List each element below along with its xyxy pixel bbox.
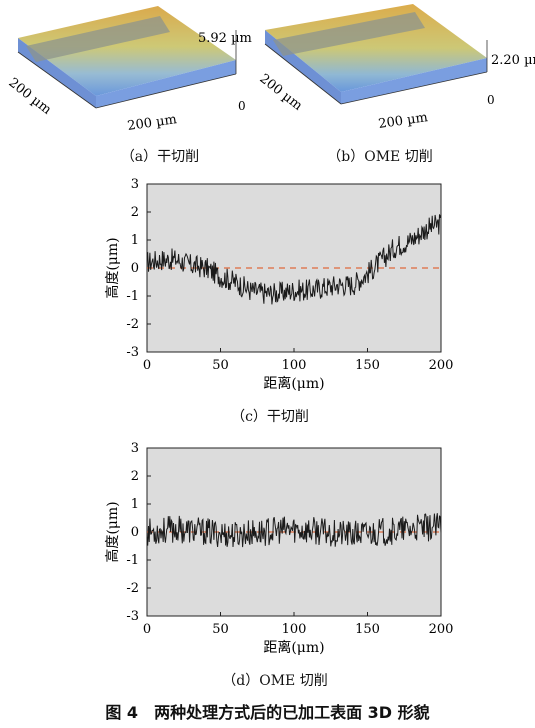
surface-3d-dry: 5.92 µm 0 200 µm 200 µm bbox=[6, 6, 252, 134]
y-tick-label: 1 bbox=[131, 497, 139, 512]
y-tick-label: -1 bbox=[126, 289, 139, 304]
profile-trace bbox=[146, 513, 442, 548]
caption-b: （b）OME 切削 bbox=[327, 149, 433, 165]
y-tick-label: 2 bbox=[131, 469, 139, 484]
surface-top-b bbox=[265, 4, 487, 92]
y-tick-label: 3 bbox=[131, 441, 139, 456]
figure-title: 图 4 两种处理方式后的已加工表面 3D 形貌 bbox=[105, 703, 430, 722]
caption-c: （c）干切削 bbox=[231, 409, 309, 425]
y-axis-label: 高度(μm) bbox=[104, 237, 121, 298]
surface-top-a bbox=[18, 6, 236, 96]
surface-side-right-b bbox=[341, 58, 487, 104]
y-axis-label: 高度(μm) bbox=[104, 501, 121, 562]
x-tick-label: 100 bbox=[282, 622, 307, 637]
axis-zero-b: 0 bbox=[487, 93, 495, 107]
x-tick-label: 50 bbox=[212, 622, 229, 637]
x-axis-label: 距离(μm) bbox=[263, 639, 324, 656]
profile-chart-ome: 3 2 1 0 -1 -2 -3 0 50 100 150 200 距离(μm) 高度(μm) bbox=[104, 441, 454, 656]
cut-band-a bbox=[26, 16, 170, 62]
x-tick-label: 150 bbox=[355, 358, 380, 373]
caption-d: （d）OME 切削 bbox=[222, 673, 328, 689]
y-tick-label: -2 bbox=[126, 317, 139, 332]
profile-trace bbox=[146, 214, 442, 305]
x-tick-label: 50 bbox=[212, 358, 229, 373]
y-tick-label: 2 bbox=[131, 205, 139, 220]
axis-y-label-b: 200 µm bbox=[257, 71, 305, 113]
x-tick-label: 200 bbox=[429, 358, 454, 373]
caption-a: （a）干切削 bbox=[120, 149, 200, 165]
x-tick-label: 100 bbox=[282, 358, 307, 373]
y-tick-label: -1 bbox=[126, 553, 139, 568]
surface-3d-ome: 2.20 µm 0 200 µm 200 µm bbox=[257, 4, 535, 132]
y-tick-label: 0 bbox=[131, 261, 139, 276]
x-tick-label: 0 bbox=[143, 358, 151, 373]
y-tick-label: -2 bbox=[126, 581, 139, 596]
axis-y-label-a: 200 µm bbox=[6, 75, 54, 117]
x-tick-label: 0 bbox=[143, 622, 151, 637]
cut-band-b bbox=[273, 12, 425, 56]
y-tick-label: -3 bbox=[126, 345, 139, 360]
y-tick-label: 1 bbox=[131, 233, 139, 248]
y-tick-label: 0 bbox=[131, 525, 139, 540]
axis-x-label-b: 200 µm bbox=[377, 110, 428, 132]
surface-side-right-a bbox=[96, 60, 236, 108]
axis-x-label-a: 200 µm bbox=[126, 112, 177, 134]
x-tick-label: 150 bbox=[355, 622, 380, 637]
profile-chart-dry: 3 2 1 0 -1 -2 -3 0 50 100 150 200 距离(μm) 高度(μm) bbox=[104, 177, 454, 392]
axis-zero-a: 0 bbox=[238, 99, 246, 113]
height-label-b: 2.20 µm bbox=[491, 53, 535, 68]
x-tick-label: 200 bbox=[429, 622, 454, 637]
x-axis-label: 距离(μm) bbox=[263, 375, 324, 392]
y-tick-label: -3 bbox=[126, 609, 139, 624]
height-label-a: 5.92 µm bbox=[198, 31, 252, 46]
y-tick-label: 3 bbox=[131, 177, 139, 192]
